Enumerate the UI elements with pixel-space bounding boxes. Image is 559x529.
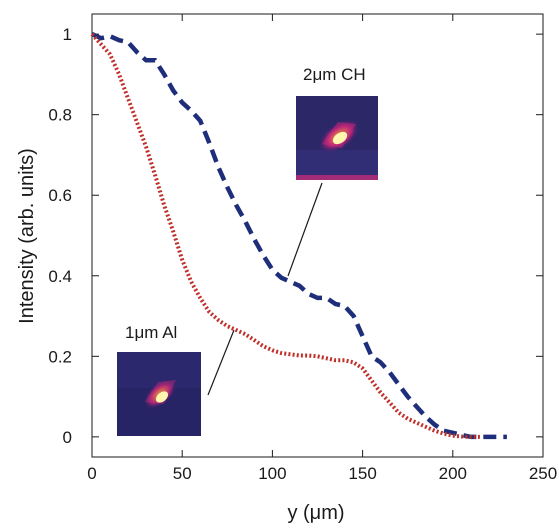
- plot-frame: [91, 13, 544, 458]
- series-1um-al-line: [90, 32, 480, 439]
- annotation-2um-ch: 2μm CH: [303, 65, 366, 84]
- y-axis-title: Intensity (arb. units): [16, 148, 38, 324]
- x-tick-label: 0: [87, 464, 96, 483]
- inset-image-2um-ch: [296, 96, 378, 180]
- x-tick-label: 200: [439, 464, 467, 483]
- y-tick-labels: 0 0.2 0.4 0.6 0.8 1: [48, 25, 72, 447]
- annotation-1um-al: 1μm Al: [125, 323, 177, 342]
- leader-line-1um-al: [207, 329, 235, 396]
- inset-image-1um-al: [117, 352, 201, 436]
- leader-line-2um-ch: [287, 182, 323, 277]
- y-tick-label: 0: [63, 428, 72, 447]
- series-2um-ch-line: [91, 32, 507, 440]
- y-tick-label: 1: [63, 25, 72, 44]
- x-tick-label: 250: [529, 464, 557, 483]
- x-axis-title: y (μm): [287, 502, 344, 524]
- axis-ticks: [91, 14, 544, 457]
- y-tick-label: 0.6: [48, 186, 72, 205]
- x-tick-label: 150: [348, 464, 376, 483]
- y-tick-label: 0.4: [48, 267, 72, 286]
- x-tick-label: 100: [258, 464, 286, 483]
- y-tick-label: 0.2: [48, 347, 72, 366]
- x-tick-labels: 0 50 100 150 200 250: [87, 464, 557, 483]
- y-tick-label: 0.8: [48, 106, 72, 125]
- x-tick-label: 50: [173, 464, 192, 483]
